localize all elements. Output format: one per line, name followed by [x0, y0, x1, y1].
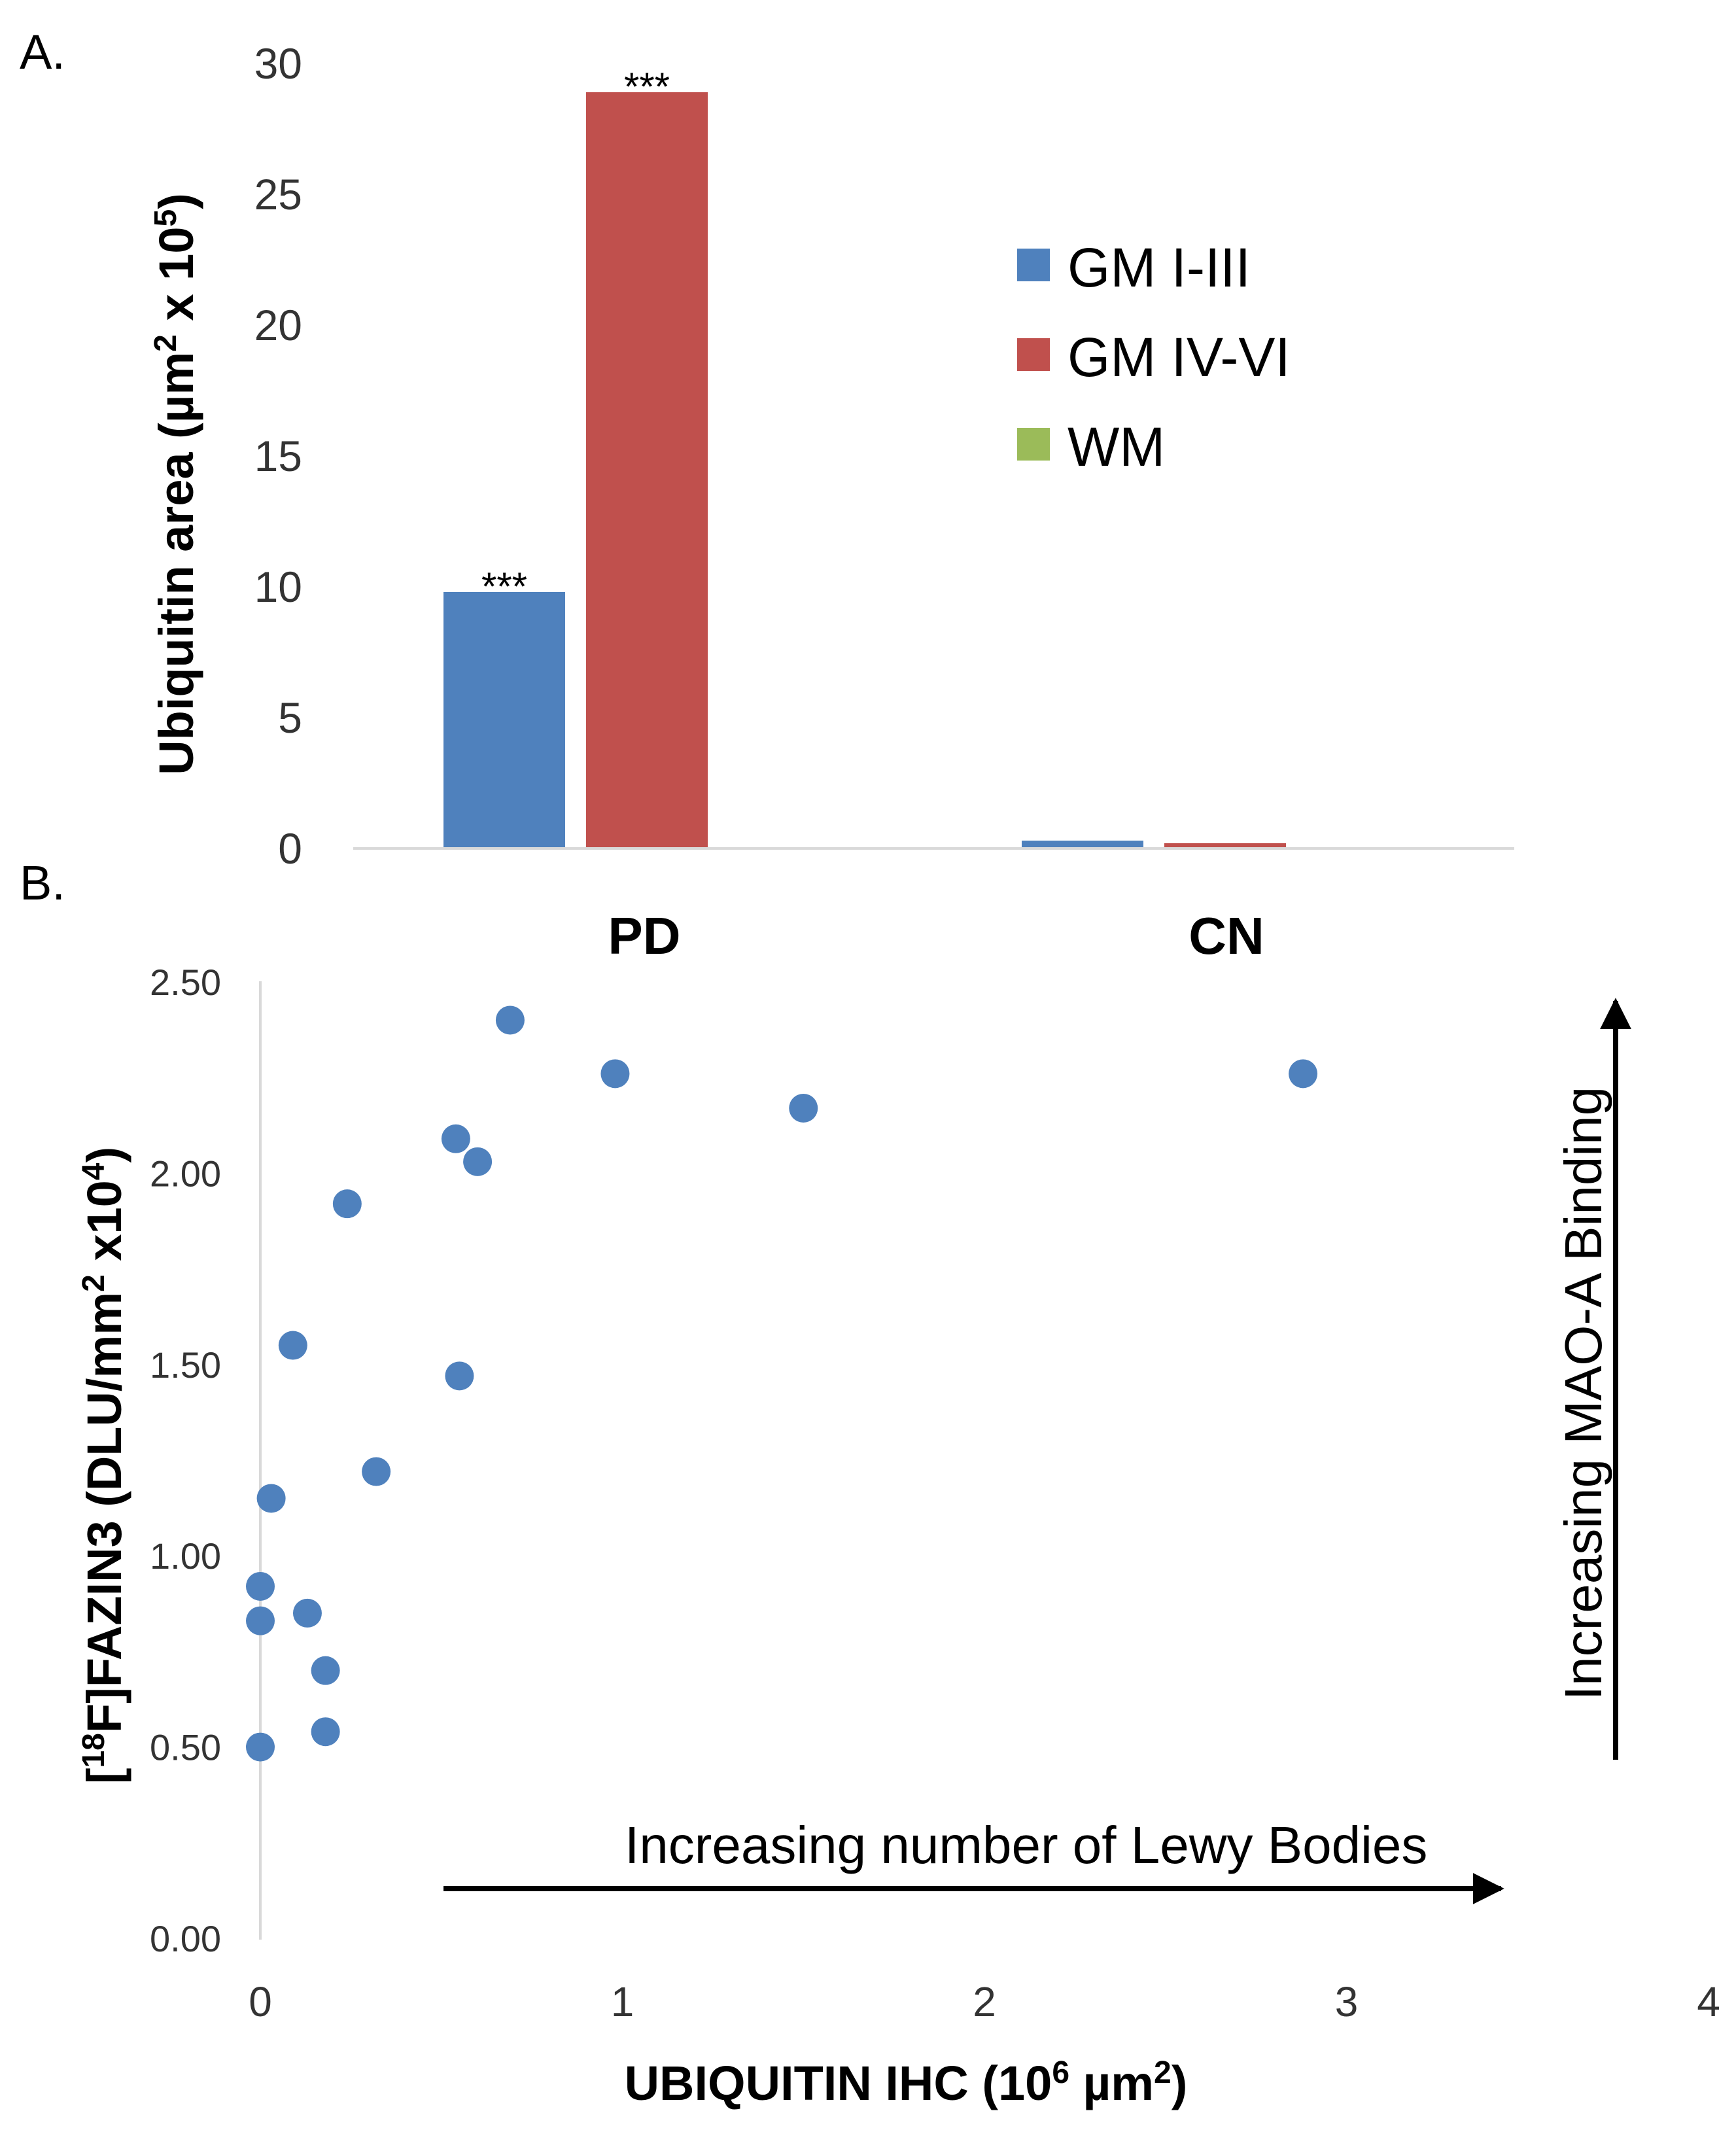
panel-b-y-tick-label: 0.00 — [150, 1918, 221, 1959]
panel-b-y-tick-label: 2.00 — [150, 1153, 221, 1194]
legend-label-gm-i-iii: GM I-III — [1068, 237, 1251, 298]
panel-b-y-tick-label: 1.50 — [150, 1344, 221, 1386]
scatter-point — [246, 1571, 275, 1601]
panel-a-label: A. — [20, 25, 65, 79]
scatter-point — [246, 1732, 275, 1762]
bar-gm-i-iii-pd — [443, 592, 565, 848]
panel-a-y-tick-label: 10 — [254, 563, 302, 611]
lewy-bodies-annotation: Increasing number of Lewy Bodies — [443, 1816, 1504, 1904]
significance-marker: *** — [481, 565, 527, 608]
panel-b-x-tick-label: 3 — [1335, 1978, 1359, 2025]
panel-b-label: B. — [20, 856, 65, 910]
scatter-point — [256, 1484, 286, 1513]
panel-a-y-tick-label: 20 — [254, 301, 302, 349]
legend-label-gm-iv-vi: GM IV-VI — [1068, 326, 1291, 388]
bar-gm-iv-vi-cn — [1164, 843, 1286, 848]
panel-a-y-tick-label: 15 — [254, 432, 302, 480]
scatter-point — [1289, 1059, 1318, 1089]
panel-a-y-tick-label: 0 — [278, 824, 302, 873]
scatter-point — [292, 1598, 322, 1628]
scatter-point — [311, 1717, 340, 1747]
bar-gm-iv-vi-pd — [586, 92, 708, 848]
panel-b-x-tick-label: 0 — [249, 1978, 272, 2025]
bar-gm-i-iii-cn — [1022, 841, 1143, 848]
panel-a-category-cn: CN — [1189, 907, 1264, 965]
panel-a-y-axis-title: Ubiquitin area (µm2 x 105) — [148, 193, 204, 775]
panel-a-y-tick-label: 25 — [254, 170, 302, 218]
scatter-point — [362, 1457, 391, 1486]
scatter-point — [246, 1606, 275, 1635]
panel-a-y-tick-label: 5 — [278, 693, 302, 742]
scatter-point — [789, 1093, 818, 1123]
scatter-point — [463, 1147, 493, 1176]
panel-b-y-axis-title: [18F]FAZIN3 (DLU/mm2 x104) — [77, 1147, 132, 1784]
panel-b-x-axis-title: UBIQUITIN IHC (106 µm2) — [625, 2055, 1188, 2111]
significance-marker: *** — [624, 65, 670, 109]
panel-b-x-tick-label: 2 — [973, 1978, 996, 2025]
scatter-point — [600, 1059, 630, 1089]
mao-a-annotation: Increasing MAO-A Binding — [1554, 998, 1631, 1760]
legend-swatch-wm — [1017, 428, 1050, 461]
scatter-point — [445, 1361, 474, 1391]
panel-b: B. 0.00 0.50 1.00 1.50 2.00 2.50 0 1 2 3 4 [18F]F… — [20, 856, 1720, 2110]
legend-swatch-gm-iv-vi — [1017, 338, 1050, 371]
panel-b-y-ticks: 0.00 0.50 1.00 1.50 2.00 2.50 — [150, 962, 221, 1959]
scatter-point — [495, 1005, 525, 1035]
panel-b-y-tick-label: 0.50 — [150, 1727, 221, 1768]
panel-b-y-tick-label: 2.50 — [150, 962, 221, 1003]
panel-b-x-ticks: 0 1 2 3 4 — [249, 1978, 1720, 2025]
mao-a-arrow-label: Increasing MAO-A Binding — [1554, 1087, 1612, 1700]
panel-b-x-tick-label: 4 — [1697, 1978, 1720, 2025]
scatter-point — [441, 1124, 470, 1153]
scatter-point — [332, 1189, 362, 1219]
lewy-bodies-arrow-label: Increasing number of Lewy Bodies — [625, 1816, 1427, 1874]
scatter-point — [311, 1656, 340, 1685]
panel-a-category-pd: PD — [608, 907, 680, 965]
panel-b-points — [246, 1005, 1318, 1762]
panel-a-y-ticks: 0 5 10 15 20 25 30 — [254, 39, 302, 873]
panel-a-bars: *** *** — [443, 65, 1286, 848]
panel-a: A. 0 5 10 15 20 25 30 Ubiquitin area (µm2 x 10… — [20, 25, 1514, 965]
panel-b-x-tick-label: 1 — [611, 1978, 634, 2025]
scatter-point — [278, 1331, 307, 1360]
legend-label-wm: WM — [1068, 416, 1165, 478]
legend-swatch-gm-i-iii — [1017, 249, 1050, 281]
panel-b-y-tick-label: 1.00 — [150, 1535, 221, 1577]
panel-a-y-tick-label: 30 — [254, 39, 302, 88]
panel-a-legend: GM I-III GM IV-VI WM — [1017, 237, 1291, 478]
